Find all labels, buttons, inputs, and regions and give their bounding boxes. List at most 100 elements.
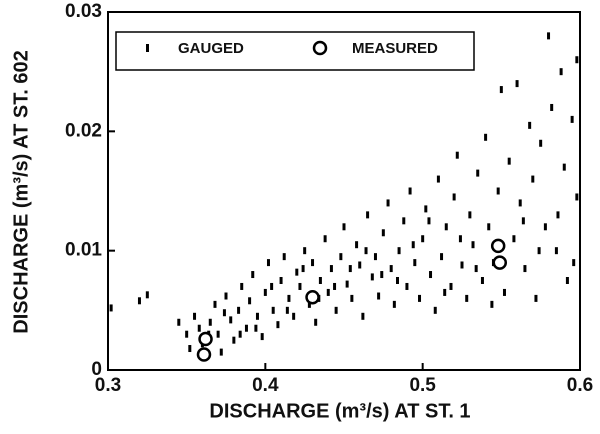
gauged-point (348, 265, 352, 273)
gauged-point (449, 282, 453, 290)
gauged-point (248, 297, 252, 305)
gauged-point (436, 175, 440, 183)
gauged-point (550, 103, 554, 111)
measured-point (492, 255, 508, 270)
gauged-point (298, 282, 302, 290)
gauged-point (411, 241, 415, 249)
gauged-point (244, 324, 248, 332)
gauged-point (531, 175, 535, 183)
gauged-point (270, 282, 274, 290)
gauged-point (285, 306, 289, 314)
gauged-point (575, 56, 579, 64)
gauged-point (276, 321, 280, 329)
gauged-point (444, 223, 448, 231)
gauged-point (314, 318, 318, 326)
gauged-point (528, 121, 532, 129)
gauged-point (188, 345, 192, 353)
gauged-point (260, 333, 264, 341)
gauged-point (468, 211, 472, 219)
gauged-point (145, 291, 149, 299)
gauged-point (380, 271, 384, 279)
legend-label: GAUGED (178, 40, 244, 57)
gauged-point (575, 193, 579, 201)
gauged-point (323, 235, 327, 243)
gauged-point (208, 318, 212, 326)
gauged-point (418, 294, 422, 302)
y-tick-label: 0 (91, 359, 102, 380)
gauged-point (518, 199, 522, 207)
gauged-point (554, 247, 558, 255)
gauged-point (366, 211, 370, 219)
measured-point (196, 347, 212, 362)
gauged-point (255, 312, 259, 320)
gauged-point (279, 277, 283, 284)
legend-box (115, 31, 475, 71)
gauged-point (373, 253, 377, 261)
gauged-point (440, 253, 444, 261)
gauged-point (213, 300, 217, 308)
gauged-point (460, 261, 464, 269)
gauged-point (339, 253, 343, 261)
gauged-point (395, 277, 399, 284)
gauged-point (303, 247, 307, 255)
gauged-point (476, 169, 480, 177)
gauged-point (254, 324, 258, 332)
gauged-point (287, 294, 291, 302)
gauged-point (185, 330, 189, 338)
gauged-point (292, 312, 296, 320)
legend-label: MEASURED (352, 40, 438, 57)
gauged-point (392, 300, 396, 308)
measured-point (305, 289, 320, 305)
gauged-point (137, 297, 141, 305)
gauged-point (364, 247, 368, 255)
gauged-point (334, 306, 338, 314)
gauged-point (421, 235, 425, 243)
gauged-point (413, 259, 417, 267)
gauged-point (543, 223, 547, 231)
gauged-point (333, 282, 337, 290)
gauged-point (480, 277, 484, 284)
gauged-point (397, 247, 401, 255)
gauged-point (307, 300, 311, 308)
gauged-point (515, 80, 519, 88)
x-tick-label: 0.6 (567, 375, 593, 396)
gauged-point (490, 300, 494, 308)
gauged-point (559, 68, 563, 76)
gauged-point (562, 163, 566, 171)
x-axis-label: DISCHARGE (m³/s) AT ST. 1 (209, 400, 470, 422)
y-axis-label: DISCHARGE (m³/s) AT ST. 602 (10, 50, 32, 333)
gauged-point (237, 306, 241, 314)
gauged-point (507, 157, 511, 165)
y-tick-label: 0.02 (65, 120, 102, 141)
gauged-point (474, 265, 478, 273)
gauged-point (408, 187, 412, 195)
gauged-point (282, 253, 286, 261)
gauged-point (534, 294, 538, 302)
legend-measured-marker (312, 40, 328, 56)
gauged-point (465, 294, 469, 302)
gauged-point (263, 288, 267, 296)
gauged-point (443, 288, 447, 296)
gauged-point (177, 318, 181, 326)
gauged-point (458, 235, 462, 243)
legend-gauged-marker (146, 44, 149, 52)
gauged-point (222, 309, 226, 317)
measured-point (490, 238, 506, 254)
gauged-point (433, 306, 437, 314)
x-tick-label: 0.5 (409, 375, 436, 396)
gauged-point (295, 268, 299, 276)
gauged-point (381, 229, 385, 237)
gauged-point (377, 292, 381, 300)
gauged-point (389, 265, 393, 273)
gauged-point (229, 316, 233, 324)
gauged-point (521, 217, 525, 225)
measured-point (198, 331, 213, 347)
gauged-point (301, 265, 305, 273)
gauged-point (109, 304, 113, 312)
gauged-point (405, 282, 409, 290)
y-tick-label: 0.01 (65, 240, 102, 261)
gauged-point (193, 312, 197, 320)
gauged-point (219, 348, 223, 356)
gauged-point (358, 261, 362, 269)
gauged-point (539, 139, 543, 147)
